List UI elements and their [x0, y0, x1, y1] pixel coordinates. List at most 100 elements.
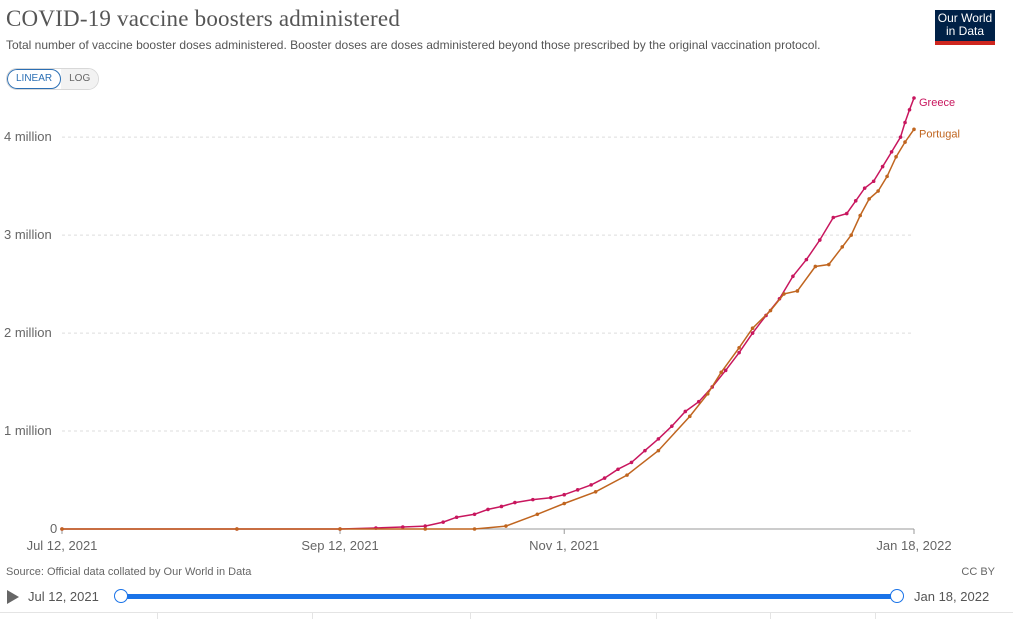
data-point-greece — [889, 150, 894, 154]
data-point-greece — [818, 238, 822, 242]
data-point-greece — [589, 483, 593, 487]
chart-area: 0 1 million 2 million 3 million 4 million Jul… — [4, 96, 960, 553]
y-tick-label: 1 million — [4, 423, 52, 438]
chart-title: COVID-19 vaccine boosters administered — [6, 6, 401, 31]
data-point-portugal — [827, 262, 831, 267]
data-point-portugal — [737, 345, 741, 350]
data-point-portugal — [472, 527, 477, 531]
scale-toggle: LINEAR LOG — [6, 68, 100, 90]
data-point-portugal — [750, 326, 755, 330]
timeline-slider: Jul 12, 2021 Jan 18, 2022 — [0, 584, 1013, 612]
timeline-end-label: Jan 18, 2022 — [914, 589, 990, 604]
data-point-portugal — [656, 448, 661, 453]
license-link[interactable]: CC BY — [961, 566, 995, 578]
data-point-greece — [862, 186, 867, 190]
data-point-portugal — [593, 489, 598, 494]
data-point-greece — [880, 164, 885, 169]
data-point-portugal — [858, 213, 862, 218]
timeline-tick — [157, 612, 158, 619]
data-point-portugal — [876, 189, 880, 193]
data-point-portugal — [903, 140, 907, 144]
data-point-portugal — [795, 289, 800, 293]
data-point-portugal — [894, 154, 898, 159]
timeline-tick — [312, 612, 313, 619]
data-point-portugal — [687, 414, 692, 419]
data-point-greece — [548, 495, 553, 500]
data-point-greece — [441, 520, 445, 524]
data-point-portugal — [885, 174, 889, 179]
timeline-end-handle[interactable] — [890, 589, 904, 603]
data-point-greece — [616, 467, 620, 472]
y-tick-label: 0 — [50, 521, 57, 536]
owid-logo[interactable]: Our World in Data — [935, 10, 995, 45]
linear-scale-button[interactable]: LINEAR — [7, 69, 62, 89]
data-point-portugal — [562, 501, 567, 506]
data-point-greece — [629, 460, 634, 465]
data-point-greece — [907, 107, 912, 112]
data-point-portugal — [840, 245, 845, 249]
data-point-greece — [912, 96, 916, 100]
logo-line2: in Data — [945, 24, 985, 38]
source-note[interactable]: Source: Official data collated by Our Wo… — [6, 566, 252, 578]
data-point-portugal — [504, 524, 508, 528]
timeline-tick — [470, 612, 471, 619]
y-tick-label: 2 million — [4, 325, 52, 340]
data-point-portugal — [782, 292, 786, 296]
x-tick-label: Sep 12, 2021 — [301, 538, 378, 553]
data-point-portugal — [867, 197, 871, 201]
data-point-greece — [499, 504, 504, 509]
data-point-greece — [903, 120, 907, 125]
data-point-greece — [602, 476, 607, 480]
timeline-tick — [770, 612, 771, 619]
data-point-greece — [486, 507, 490, 512]
series-line-portugal — [62, 128, 915, 530]
timeline-start-label: Jul 12, 2021 — [28, 589, 99, 604]
y-tick-label: 4 million — [4, 129, 52, 144]
data-point-greece — [401, 525, 405, 529]
x-tick-label: Jan 18, 2022 — [876, 538, 951, 553]
series-label-portugal: Portugal — [919, 128, 960, 140]
data-point-greece — [737, 350, 741, 355]
data-point-greece — [562, 492, 567, 497]
chart-subtitle: Total number of vaccine booster doses ad… — [6, 38, 821, 52]
data-point-portugal — [535, 512, 540, 517]
timeline-tick — [875, 612, 876, 619]
data-point-greece — [723, 368, 728, 373]
timeline-start-handle[interactable] — [114, 589, 128, 603]
data-point-greece — [791, 274, 795, 279]
y-tick-label: 3 million — [4, 227, 52, 242]
data-point-greece — [831, 215, 836, 220]
data-point-portugal — [813, 264, 818, 269]
data-point-greece — [670, 424, 674, 428]
data-point-greece — [472, 512, 477, 517]
data-point-greece — [513, 500, 517, 505]
data-point-greece — [423, 524, 428, 528]
data-point-portugal — [719, 370, 723, 375]
data-point-portugal — [338, 527, 342, 531]
x-tick-label: Nov 1, 2021 — [529, 538, 599, 553]
data-point-greece — [871, 179, 876, 184]
data-point-greece — [656, 437, 661, 441]
data-point-greece — [853, 199, 858, 203]
data-point-greece — [531, 497, 535, 502]
data-point-greece — [454, 515, 459, 520]
data-point-greece — [804, 257, 809, 262]
data-point-greece — [844, 211, 849, 216]
log-scale-button[interactable]: LOG — [61, 69, 99, 89]
data-point-greece — [643, 448, 647, 453]
data-point-portugal — [705, 392, 710, 396]
timeline-tick — [656, 612, 657, 619]
data-point-greece — [750, 331, 755, 335]
data-point-portugal — [768, 308, 773, 313]
x-tick-label: Jul 12, 2021 — [27, 538, 98, 553]
series-line-greece — [62, 97, 915, 530]
data-point-portugal — [423, 527, 428, 531]
timeline-divider — [0, 612, 1013, 613]
play-icon[interactable] — [7, 590, 19, 604]
data-point-greece — [898, 135, 903, 139]
timeline-track[interactable] — [120, 594, 898, 599]
data-point-portugal — [912, 127, 916, 132]
data-point-greece — [696, 399, 701, 404]
data-point-greece — [575, 488, 580, 492]
data-point-greece — [683, 409, 688, 414]
